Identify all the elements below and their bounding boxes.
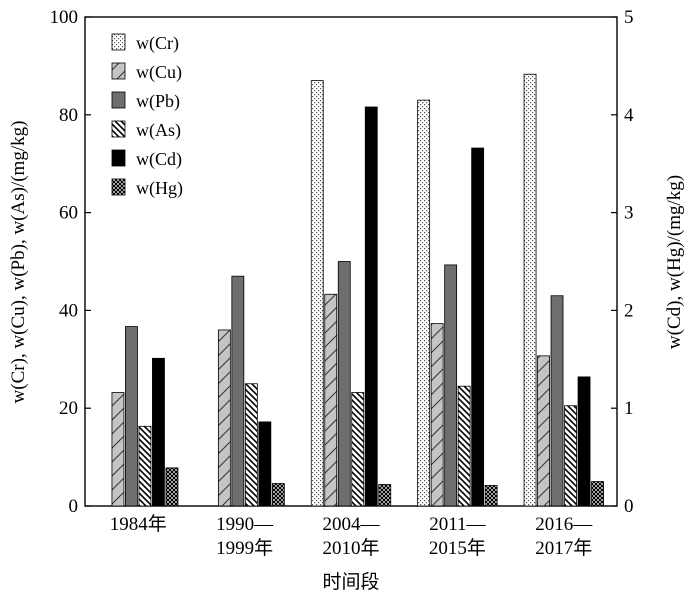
- bar-as: [244, 383, 258, 507]
- x-axis: 1984年 1990—1999年 2004—2010年 2011—2015年 2016—…: [110, 513, 594, 559]
- legend-label: w(Cr): [136, 33, 179, 54]
- x-tick-label: 1990—: [216, 514, 274, 535]
- bar-hg: [484, 485, 498, 507]
- bar-pb: [550, 295, 564, 507]
- right-tick-label: 4: [624, 105, 634, 126]
- legend-swatch: [111, 178, 126, 196]
- legend-swatch: [111, 62, 126, 80]
- right-tick-label: 5: [624, 7, 634, 28]
- bar-cu: [537, 355, 550, 507]
- right-tick-label: 1: [624, 398, 634, 419]
- bar-pb: [231, 275, 245, 507]
- bar-cr: [523, 73, 537, 507]
- left-tick-label: 0: [69, 496, 79, 517]
- x-tick-label: 2016—: [535, 514, 593, 535]
- bar-cd: [258, 421, 272, 507]
- bar-hg: [591, 481, 604, 507]
- right-tick-label: 3: [624, 203, 634, 224]
- left-tick-label: 100: [50, 7, 79, 28]
- x-tick-label: 2004—: [323, 514, 381, 535]
- legend-label: w(Cu): [136, 62, 182, 83]
- bar-cd: [471, 147, 485, 507]
- bar-hg: [378, 484, 392, 507]
- bar-pb: [444, 264, 458, 507]
- bar-hg: [271, 483, 285, 507]
- x-tick-label: 2017年: [535, 537, 592, 559]
- bar-as: [351, 392, 365, 507]
- x-tick-label: 1984年: [110, 513, 167, 535]
- bar-as: [138, 425, 152, 507]
- legend-label: w(Cd): [136, 149, 182, 170]
- legend-label: w(Hg): [136, 178, 183, 199]
- bar-cd: [577, 376, 591, 507]
- x-tick-label: 2015年: [429, 537, 486, 559]
- bar-cr: [417, 99, 431, 507]
- legend-label: w(Pb): [136, 91, 180, 112]
- bar-pb: [337, 261, 351, 507]
- bar-cr: [310, 80, 324, 507]
- legend-swatch: [111, 91, 126, 109]
- bar-cu: [217, 329, 231, 507]
- bars: [111, 73, 604, 507]
- left-axis: 0 20 40 60 80 100: [50, 7, 91, 517]
- left-tick-label: 60: [59, 203, 78, 224]
- right-tick-label: 0: [624, 496, 634, 517]
- left-tick-label: 80: [59, 105, 78, 126]
- bar-cd: [152, 357, 165, 507]
- x-tick-label: 2011—: [429, 514, 486, 535]
- bar-as: [564, 405, 577, 507]
- bar-pb: [125, 326, 138, 507]
- legend: w(Cr) w(Cu) w(Pb) w(As) w(Cd) w(Hg): [111, 33, 183, 199]
- legend-swatch: [111, 33, 126, 51]
- left-tick-label: 40: [59, 300, 78, 321]
- legend-swatch: [111, 149, 126, 167]
- bar-cu: [430, 323, 444, 507]
- plot-frame: [84, 16, 618, 507]
- legend-label: w(As): [136, 120, 181, 141]
- legend-swatch: [111, 120, 126, 138]
- bar-as: [457, 385, 471, 507]
- y-axis-right-title: w(Cd), w(Hg)/(mg/kg): [664, 175, 685, 349]
- x-tick-label: 2010年: [322, 537, 379, 559]
- bar-hg: [165, 467, 179, 507]
- bar-cd: [364, 106, 378, 507]
- bar-cu: [111, 392, 125, 507]
- right-axis: 0 1 2 3 4 5: [611, 7, 634, 517]
- left-tick-label: 20: [59, 398, 78, 419]
- right-tick-label: 2: [624, 300, 634, 321]
- x-tick-label: 1999年: [216, 537, 273, 559]
- y-axis-left-title: w(Cr), w(Cu), w(Pb), w(As)/(mg/kg): [8, 121, 29, 404]
- x-axis-title: 时间段: [322, 571, 379, 593]
- bar-cu: [324, 293, 338, 507]
